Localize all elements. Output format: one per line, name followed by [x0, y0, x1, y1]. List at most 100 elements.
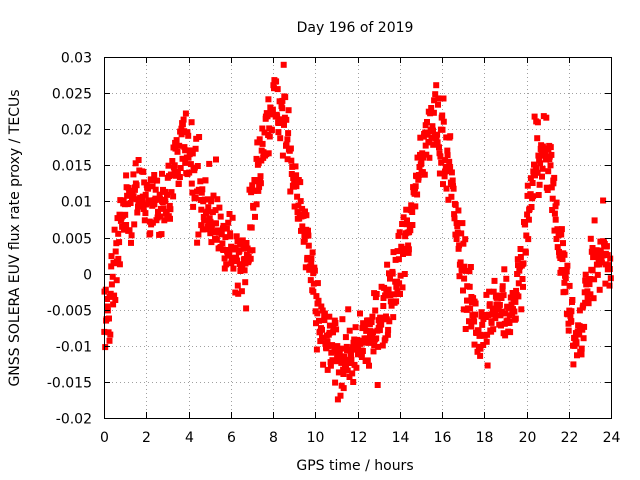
data-point	[324, 366, 331, 373]
data-point	[568, 318, 575, 325]
data-point	[477, 345, 484, 352]
data-point	[483, 338, 490, 345]
data-point	[123, 222, 130, 228]
data-point	[198, 222, 205, 229]
data-point	[337, 356, 344, 363]
data-point	[562, 288, 569, 295]
data-point	[422, 142, 429, 149]
data-point	[358, 338, 364, 345]
data-point	[249, 182, 256, 189]
data-point	[142, 191, 149, 198]
data-point	[259, 125, 266, 132]
data-point	[160, 205, 167, 212]
data-point	[447, 133, 454, 140]
data-point	[112, 297, 119, 303]
data-point	[320, 334, 327, 341]
data-point	[141, 217, 148, 224]
data-point	[438, 159, 445, 166]
data-point	[395, 232, 402, 239]
data-point	[594, 271, 601, 278]
data-point	[134, 209, 141, 216]
data-point	[194, 239, 201, 246]
data-point	[364, 357, 371, 364]
data-point	[591, 276, 598, 283]
data-point	[307, 277, 314, 284]
data-point	[171, 162, 178, 169]
data-point	[167, 206, 174, 213]
data-point	[205, 204, 212, 211]
data-point	[419, 150, 426, 157]
data-point	[169, 158, 176, 164]
data-point	[513, 287, 520, 294]
data-point	[221, 265, 228, 272]
data-point	[459, 220, 466, 227]
data-point	[269, 106, 276, 113]
data-point	[414, 191, 421, 198]
data-point	[503, 275, 510, 282]
data-point	[111, 226, 118, 233]
data-point	[189, 150, 196, 157]
data-point	[165, 162, 172, 169]
data-point	[363, 335, 370, 342]
x-tick-label: 0	[100, 430, 109, 446]
data-point	[456, 242, 463, 249]
data-point	[553, 236, 560, 242]
data-point	[387, 275, 393, 282]
data-point	[305, 232, 312, 239]
data-point	[233, 233, 240, 240]
data-point	[420, 154, 426, 161]
data-point	[337, 392, 344, 399]
data-point	[417, 134, 424, 141]
x-tick-label: 12	[350, 430, 368, 446]
data-point	[379, 315, 385, 322]
data-point	[149, 219, 156, 226]
data-point	[479, 321, 486, 328]
data-point	[297, 198, 304, 205]
data-point	[387, 292, 394, 298]
data-point	[230, 265, 237, 272]
data-point	[426, 154, 433, 161]
data-point	[523, 232, 530, 239]
data-point	[391, 291, 398, 298]
data-point	[222, 234, 229, 241]
data-point	[277, 135, 284, 142]
data-point	[529, 180, 536, 186]
data-point	[407, 227, 414, 234]
chart-title: Day 196 of 2019	[297, 20, 414, 36]
data-point	[580, 335, 587, 342]
data-point	[352, 324, 359, 331]
data-point	[178, 131, 185, 138]
data-point	[514, 271, 521, 277]
data-point	[511, 308, 518, 315]
data-point	[146, 197, 152, 204]
data-point	[234, 238, 241, 244]
data-point	[466, 283, 473, 290]
data-point	[496, 301, 503, 308]
data-point	[454, 223, 461, 230]
data-point	[206, 160, 213, 167]
data-point	[607, 255, 614, 262]
data-point	[107, 331, 114, 338]
x-tick-label: 16	[434, 430, 452, 446]
data-point	[311, 267, 318, 274]
data-point	[195, 231, 202, 238]
x-tick-label: 14	[392, 430, 410, 446]
data-point	[373, 335, 380, 342]
x-tick-label: 2	[142, 430, 151, 446]
data-point	[295, 202, 302, 209]
data-point	[112, 248, 119, 255]
data-point	[437, 153, 444, 160]
data-point	[385, 326, 392, 333]
data-point	[282, 94, 289, 101]
data-point	[333, 358, 340, 365]
data-point	[373, 291, 380, 297]
data-point	[480, 342, 487, 348]
data-point	[490, 326, 497, 333]
data-point	[604, 252, 611, 259]
data-point	[552, 216, 559, 223]
data-point	[530, 193, 537, 200]
data-point	[235, 290, 242, 297]
data-point	[470, 295, 477, 302]
data-point	[365, 317, 372, 324]
data-point	[249, 247, 256, 254]
